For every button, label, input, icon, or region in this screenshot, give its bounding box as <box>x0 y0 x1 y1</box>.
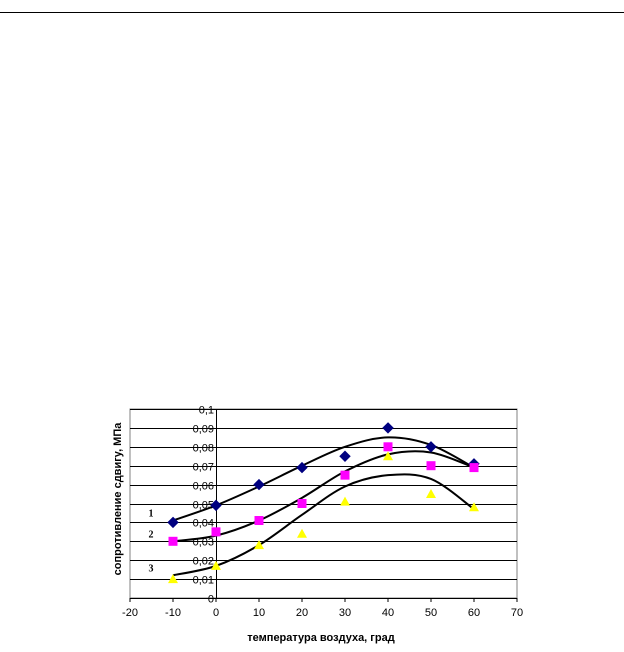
marker-triangle-series-3 <box>426 489 436 499</box>
y-axis-title: сопротивление сдвигу, МПа <box>112 422 124 576</box>
page-top-rule <box>0 12 624 13</box>
marker-square-series-2 <box>426 461 436 471</box>
marker-triangle-series-3 <box>211 560 221 570</box>
x-axis-title: температура воздуха, град <box>247 632 394 644</box>
x-tick-label: 50 <box>425 607 437 619</box>
marker-diamond-series-1 <box>425 441 437 453</box>
y-tick-label: 0 <box>208 594 214 606</box>
y-tick-label: 0,04 <box>193 518 214 530</box>
y-tick-label: 0,1 <box>199 405 214 417</box>
curve-number-label: 1 <box>149 509 154 520</box>
x-tick-label: 70 <box>511 607 523 619</box>
marker-diamond-series-1 <box>382 422 394 434</box>
marker-triangle-series-3 <box>254 540 264 550</box>
y-tick-label: 0,06 <box>193 481 214 493</box>
marker-diamond-series-1 <box>210 499 222 512</box>
marker-square-series-2 <box>168 536 178 546</box>
marker-diamond-series-1 <box>167 516 179 529</box>
x-tick-label: 30 <box>339 607 351 619</box>
x-tick-label: 40 <box>382 607 394 619</box>
trend-curve-3 <box>172 473 475 577</box>
marker-diamond-series-1 <box>339 450 351 462</box>
marker-square-series-2 <box>297 499 307 508</box>
x-tick-label: 60 <box>468 607 480 619</box>
data-point-layer <box>167 422 480 584</box>
marker-square-series-2 <box>254 516 264 526</box>
marker-diamond-series-1 <box>296 461 308 474</box>
curve-number-label: 3 <box>149 563 154 574</box>
marker-square-series-2 <box>211 527 221 537</box>
x-tick-label: 20 <box>296 607 308 619</box>
marker-square-series-2 <box>383 442 393 452</box>
marker-triangle-series-3 <box>340 496 350 506</box>
marker-square-series-2 <box>340 470 350 480</box>
axis-layer: 00,010,020,030,040,050,060,070,080,090,1… <box>122 405 523 620</box>
marker-triangle-series-3 <box>469 502 479 512</box>
x-tick-label: -10 <box>165 607 181 619</box>
marker-diamond-series-1 <box>253 478 265 491</box>
marker-triangle-series-3 <box>297 528 307 538</box>
y-tick-label: 0,08 <box>193 443 214 455</box>
y-tick-label: 0,01 <box>193 575 214 587</box>
plot-area-frame <box>129 408 518 599</box>
y-tick-label: 0,07 <box>193 462 214 474</box>
label-layer: температура воздуха, град сопротивление … <box>112 422 395 644</box>
marker-triangle-series-3 <box>383 451 393 461</box>
y-tick-label: 0,02 <box>193 556 214 568</box>
x-tick-label: 10 <box>253 607 265 619</box>
marker-triangle-series-3 <box>168 574 178 584</box>
grid-layer <box>129 408 518 599</box>
x-tick-label: -20 <box>122 607 138 619</box>
marker-square-series-2 <box>469 463 479 473</box>
x-tick-label: 0 <box>213 607 219 619</box>
curve-number-label: 2 <box>149 529 154 540</box>
y-tick-label: 0,09 <box>193 424 214 436</box>
